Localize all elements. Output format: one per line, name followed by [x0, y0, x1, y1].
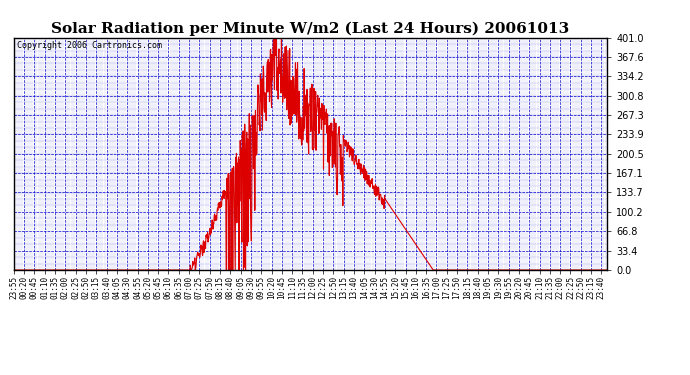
Title: Solar Radiation per Minute W/m2 (Last 24 Hours) 20061013: Solar Radiation per Minute W/m2 (Last 24… [51, 22, 570, 36]
Text: Copyright 2006 Cartronics.com: Copyright 2006 Cartronics.com [17, 41, 161, 50]
